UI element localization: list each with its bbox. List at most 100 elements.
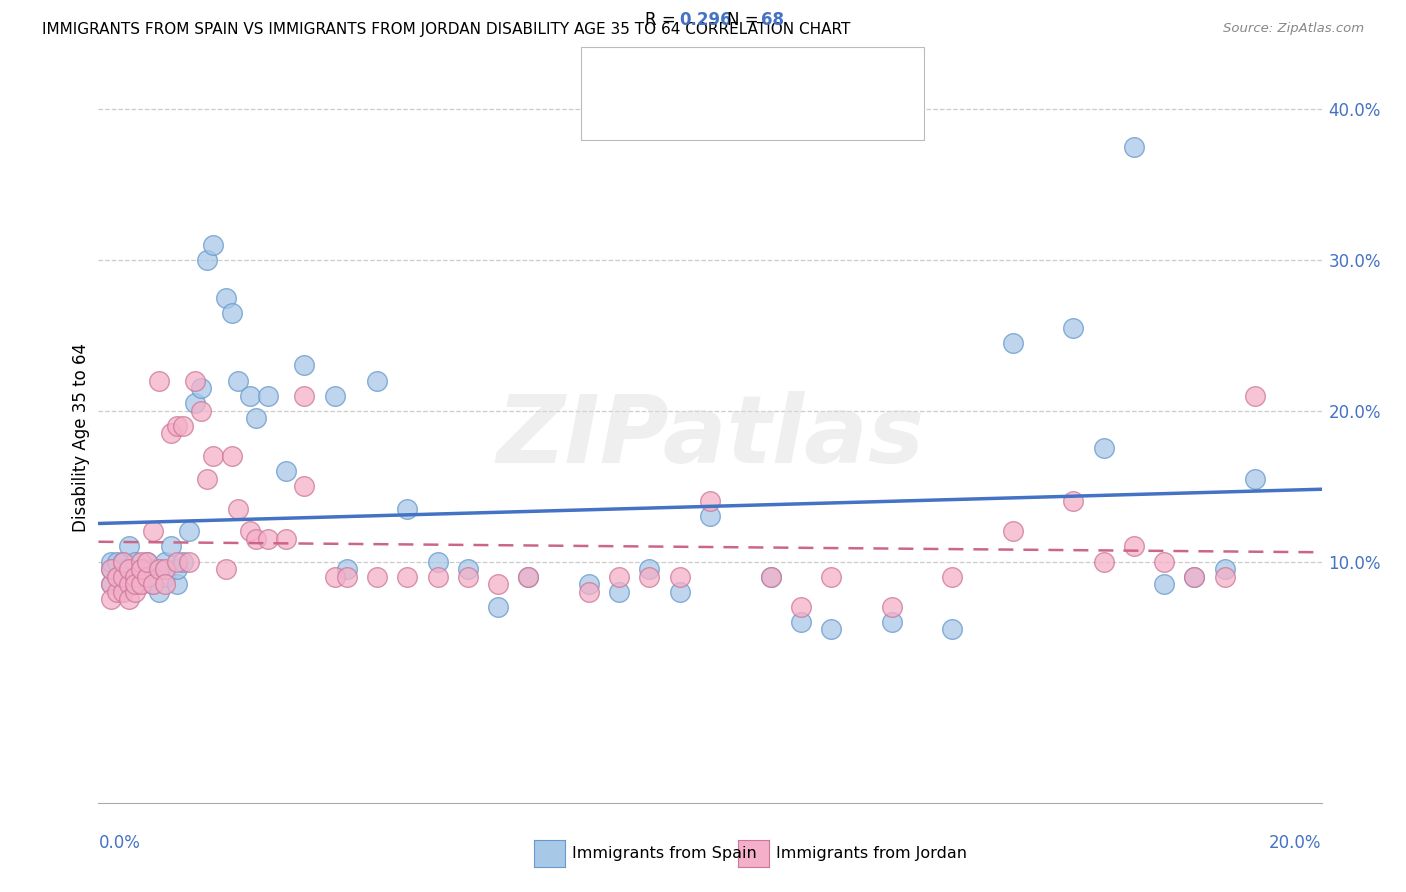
Point: [172, 554, 194, 568]
Point: [607, 569, 630, 583]
Point: [759, 569, 782, 583]
Point: [135, 569, 157, 583]
Point: [197, 252, 219, 267]
Point: [638, 562, 661, 576]
Point: [124, 577, 146, 591]
Point: [100, 577, 122, 591]
Point: [578, 577, 600, 591]
Point: [366, 374, 388, 388]
Text: 20.0%: 20.0%: [1270, 834, 1322, 852]
Point: [100, 562, 122, 576]
Point: [202, 449, 225, 463]
Point: [486, 577, 509, 591]
Point: [820, 569, 842, 583]
Text: R =: R =: [645, 11, 682, 29]
Point: [239, 524, 262, 539]
Point: [142, 577, 165, 591]
Point: [166, 562, 188, 576]
Point: [226, 374, 249, 388]
Point: [105, 554, 128, 568]
Point: [148, 584, 170, 599]
Point: [129, 562, 152, 576]
Point: [142, 524, 165, 539]
Point: [486, 599, 509, 614]
Point: [699, 509, 721, 524]
Point: [790, 615, 813, 629]
Point: [124, 569, 146, 583]
Point: [668, 584, 690, 599]
Point: [100, 577, 122, 591]
Point: [668, 569, 690, 583]
Point: [245, 532, 267, 546]
Point: [517, 569, 540, 583]
Point: [197, 471, 219, 485]
Point: [190, 403, 212, 417]
Point: [1244, 471, 1267, 485]
Point: [1213, 562, 1236, 576]
Point: [226, 501, 249, 516]
Y-axis label: Disability Age 35 to 64: Disability Age 35 to 64: [72, 343, 90, 532]
Point: [1153, 554, 1175, 568]
Point: [1122, 140, 1144, 154]
Point: [190, 381, 212, 395]
Point: [366, 569, 388, 583]
Point: [166, 554, 188, 568]
Point: [517, 569, 540, 583]
Point: [1001, 524, 1024, 539]
Point: [292, 479, 315, 493]
Point: [124, 584, 146, 599]
Point: [457, 562, 479, 576]
Point: [880, 599, 903, 614]
Point: [184, 396, 207, 410]
Point: [941, 569, 963, 583]
Point: [160, 426, 183, 441]
Text: 69: 69: [761, 49, 783, 68]
Text: Immigrants from Jordan: Immigrants from Jordan: [776, 847, 967, 861]
Point: [135, 554, 157, 568]
Point: [100, 554, 122, 568]
Point: [880, 615, 903, 629]
Text: 0.296: 0.296: [679, 11, 731, 29]
Point: [129, 577, 152, 591]
Text: 0.271: 0.271: [679, 49, 731, 68]
Point: [759, 569, 782, 583]
Point: [111, 569, 134, 583]
Point: [396, 501, 419, 516]
Point: [202, 237, 225, 252]
Point: [153, 569, 176, 583]
Point: [129, 569, 152, 583]
Point: [124, 554, 146, 568]
Point: [292, 359, 315, 373]
Point: [179, 554, 201, 568]
Point: [111, 554, 134, 568]
Point: [111, 562, 134, 576]
Point: [336, 562, 359, 576]
Point: [166, 577, 188, 591]
Point: [790, 599, 813, 614]
Point: [396, 569, 419, 583]
Point: [148, 374, 170, 388]
Point: [426, 554, 449, 568]
Point: [1092, 442, 1115, 456]
Point: [292, 389, 315, 403]
Point: [179, 524, 201, 539]
Point: [257, 532, 280, 546]
Point: [1001, 335, 1024, 350]
Point: [323, 389, 346, 403]
Point: [607, 584, 630, 599]
Point: [105, 584, 128, 599]
Point: [153, 562, 176, 576]
Point: [820, 623, 842, 637]
Text: Immigrants from Spain: Immigrants from Spain: [572, 847, 756, 861]
Point: [160, 540, 183, 554]
Point: [111, 584, 134, 599]
Point: [129, 562, 152, 576]
Text: N =: N =: [727, 11, 763, 29]
Point: [118, 577, 141, 591]
Point: [1184, 569, 1206, 583]
Point: [129, 554, 152, 568]
Point: [638, 569, 661, 583]
Point: [118, 577, 141, 591]
Point: [124, 577, 146, 591]
Point: [1122, 540, 1144, 554]
